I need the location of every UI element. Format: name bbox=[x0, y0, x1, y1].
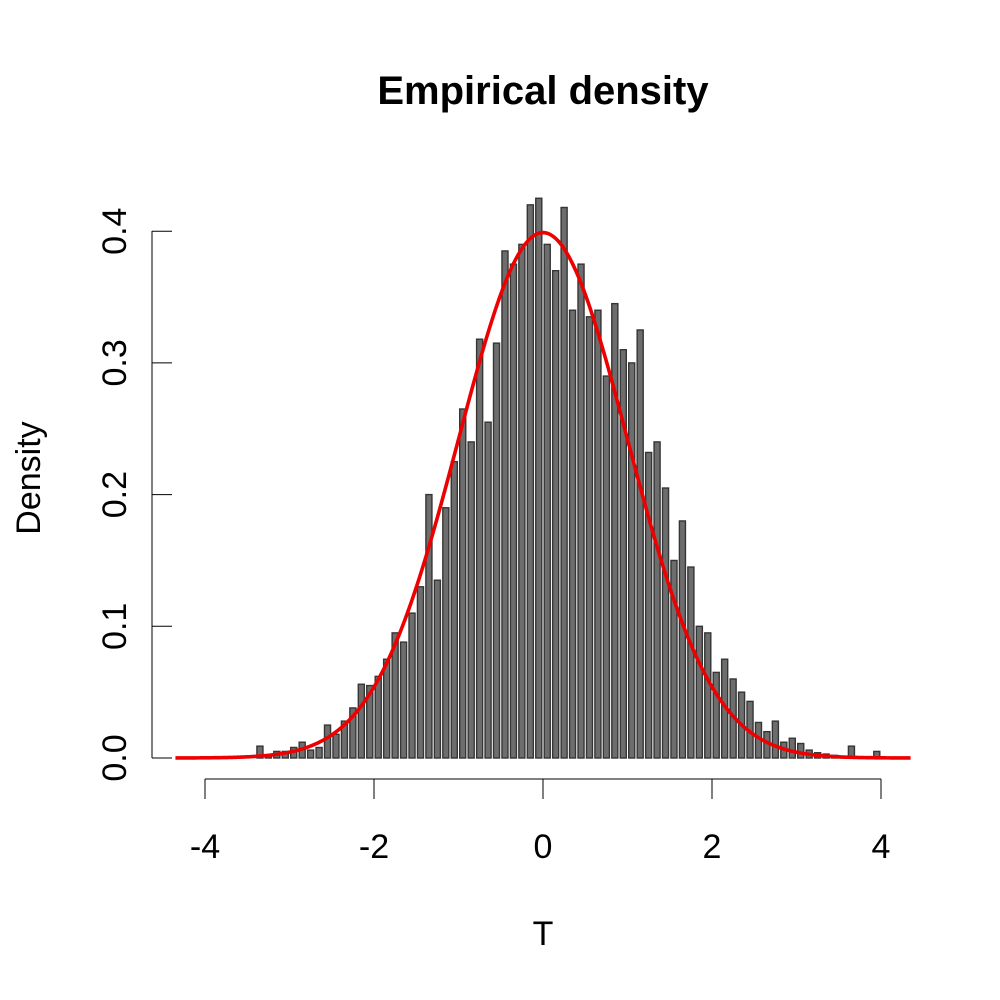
histogram-bar bbox=[425, 493, 433, 759]
histogram-bar bbox=[560, 206, 568, 759]
histogram-bar bbox=[535, 197, 543, 759]
histogram-bar bbox=[256, 745, 264, 759]
histogram-bar bbox=[492, 342, 501, 759]
histogram-bar bbox=[712, 671, 720, 759]
y-tick-label: 0.3 bbox=[96, 339, 134, 386]
histogram-bar bbox=[374, 675, 382, 759]
x-tick-label: 4 bbox=[872, 828, 891, 866]
y-tick-label: 0.0 bbox=[96, 734, 134, 781]
histogram-bar bbox=[661, 487, 670, 759]
histogram-bar bbox=[585, 316, 594, 759]
histogram-bar bbox=[644, 451, 653, 759]
histogram-bar bbox=[442, 507, 450, 759]
histogram-bar bbox=[467, 441, 475, 759]
histogram-bar bbox=[450, 460, 459, 759]
histogram-bar bbox=[459, 408, 467, 759]
x-tick-label: 0 bbox=[534, 828, 553, 866]
histogram-bar bbox=[594, 309, 602, 759]
histogram-bar bbox=[619, 349, 628, 759]
histogram-bar bbox=[771, 720, 780, 759]
histogram-bar bbox=[433, 579, 442, 759]
histogram-bar bbox=[391, 632, 399, 759]
histogram-bar bbox=[602, 375, 611, 759]
y-tick-label: 0.1 bbox=[96, 603, 134, 650]
x-axis: -4 -2 0 2 4 bbox=[190, 778, 891, 866]
histogram-bar bbox=[509, 263, 518, 759]
histogram-bar bbox=[475, 338, 484, 759]
histogram-bar bbox=[518, 243, 526, 759]
histogram-bar bbox=[306, 749, 315, 759]
histogram-bar bbox=[357, 683, 366, 759]
histogram-bar bbox=[695, 625, 704, 759]
x-tick-label: 2 bbox=[703, 828, 722, 866]
histogram-bar bbox=[349, 707, 357, 759]
histogram-bar bbox=[704, 632, 712, 759]
histogram-bar bbox=[687, 566, 695, 759]
histogram-bar bbox=[484, 421, 492, 759]
histogram-bar bbox=[636, 329, 644, 759]
histogram-bar bbox=[526, 204, 535, 759]
x-tick-label: -2 bbox=[359, 828, 389, 866]
histogram-bar bbox=[340, 720, 349, 759]
histogram-bar bbox=[323, 724, 332, 759]
x-axis-label: T bbox=[533, 915, 554, 953]
histogram-bar bbox=[577, 263, 585, 759]
histogram-bar bbox=[653, 441, 661, 759]
y-tick-label: 0.2 bbox=[96, 471, 134, 518]
histogram-bar bbox=[611, 302, 619, 759]
y-tick-label: 0.4 bbox=[96, 208, 134, 255]
histogram-bar bbox=[628, 362, 636, 759]
histogram-bar bbox=[543, 243, 551, 759]
normal-density-curve bbox=[175, 230, 911, 760]
histogram-bar bbox=[670, 559, 678, 759]
histogram-bar bbox=[399, 641, 408, 759]
histogram-bar bbox=[366, 684, 374, 759]
histogram-bar bbox=[408, 612, 416, 759]
histogram-bars bbox=[256, 197, 881, 759]
histogram-bar bbox=[315, 746, 323, 759]
histogram-bar bbox=[501, 250, 509, 759]
histogram-bar bbox=[382, 658, 391, 759]
histogram-bar bbox=[332, 733, 340, 759]
chart-title: Empirical density bbox=[377, 69, 709, 113]
histogram-bar bbox=[551, 270, 560, 759]
histogram-bar bbox=[788, 737, 797, 759]
y-axis-label: Density bbox=[10, 421, 48, 534]
histogram-bar bbox=[678, 520, 687, 759]
histogram-bar bbox=[416, 586, 425, 759]
histogram-bar bbox=[568, 309, 577, 759]
x-tick-label: -4 bbox=[190, 828, 220, 866]
y-axis: 0.0 0.1 0.2 0.3 0.4 bbox=[96, 208, 172, 782]
